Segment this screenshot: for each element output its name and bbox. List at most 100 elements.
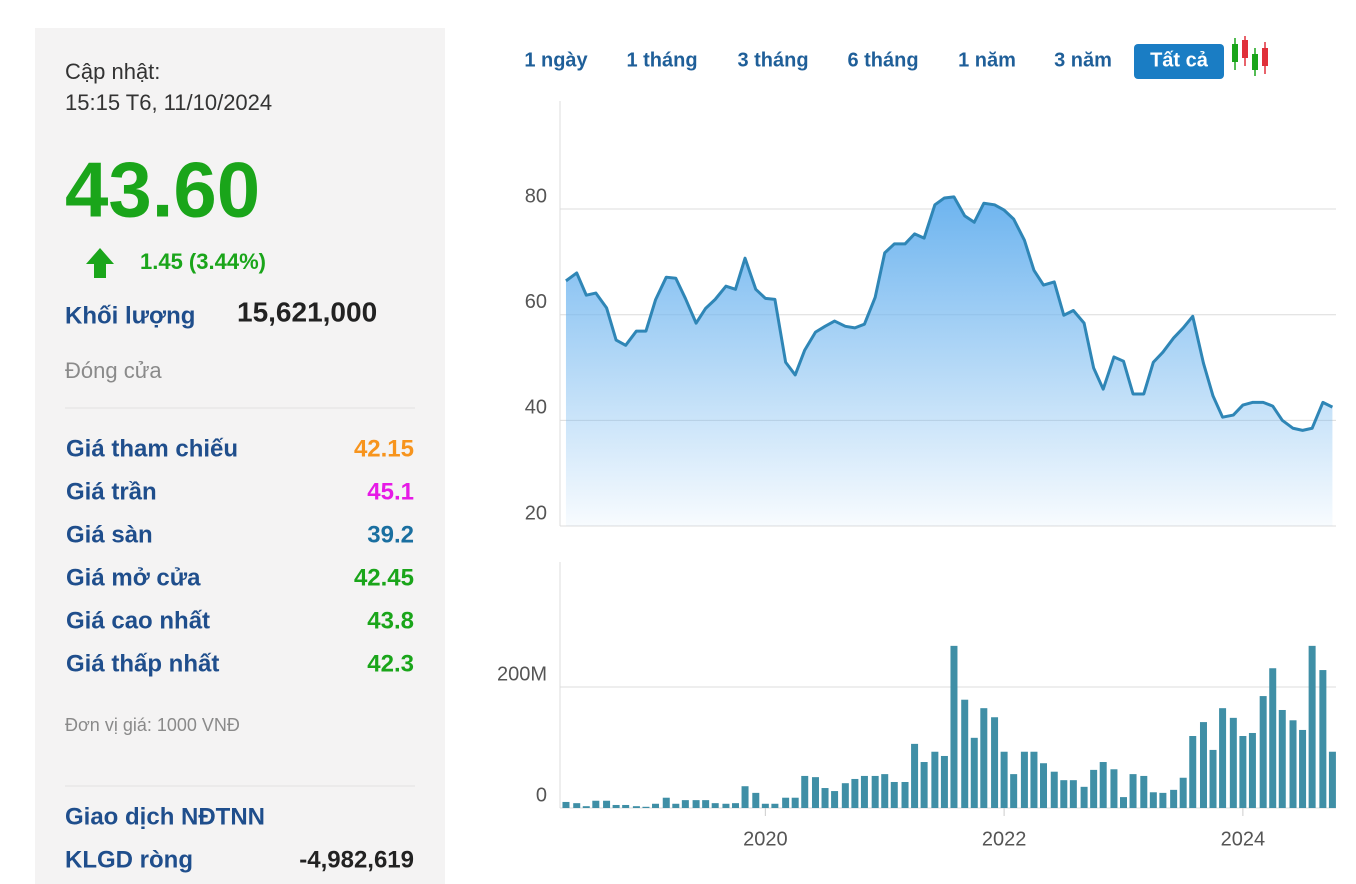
volume-bar	[711, 803, 719, 808]
volume-bar	[1040, 763, 1048, 808]
volume-bar	[920, 762, 928, 808]
volume-bar	[592, 800, 600, 808]
price: 43.60	[65, 146, 260, 234]
volume-bar	[1328, 751, 1336, 808]
volume-bar	[1170, 789, 1178, 808]
volume-bar	[652, 803, 660, 808]
volume-bar	[1229, 717, 1237, 808]
x-tick-label: 2022	[982, 828, 1027, 850]
volume-bar	[1099, 762, 1107, 808]
volume-bar	[801, 775, 809, 808]
active-tab-bg	[1134, 44, 1224, 79]
range-tab[interactable]: 1 năm	[958, 49, 1016, 71]
volume-bar	[940, 755, 948, 808]
volume-bar	[1149, 792, 1157, 808]
volume-bar	[1090, 769, 1098, 808]
volume-bar	[881, 774, 889, 808]
range-tab[interactable]: 1 ngày	[524, 49, 588, 71]
volume-bar	[950, 645, 958, 808]
candle-icon	[1232, 36, 1268, 76]
foreign-title: Giao dịch NĐTNN	[65, 803, 265, 830]
volume-label: Khối lượng	[65, 302, 195, 329]
volume-bar	[1010, 774, 1018, 808]
volume-bar	[722, 803, 730, 808]
volume-bar	[871, 775, 879, 808]
stat-value: 42.15	[354, 435, 414, 462]
volume-bar	[811, 777, 819, 808]
volume-bar	[1239, 736, 1247, 808]
stat-value: 42.45	[354, 564, 414, 591]
volume-bar	[1129, 774, 1137, 808]
y-tick-label: 200M	[497, 663, 547, 685]
volume-bar	[791, 797, 799, 808]
volume-bar	[970, 737, 978, 808]
stat-label: Giá mở cửa	[66, 564, 201, 591]
volume-bar	[1050, 771, 1058, 808]
volume-bar	[741, 786, 749, 808]
volume-bar	[1030, 751, 1038, 808]
volume-bar	[1289, 720, 1297, 808]
y-tick-label: 20	[525, 502, 547, 524]
update-time: 15:15 T6, 11/10/2024	[65, 90, 272, 115]
stat-value: 39.2	[367, 521, 414, 548]
range-tab[interactable]: 3 tháng	[737, 49, 808, 71]
volume-bar	[901, 781, 909, 808]
volume-bar	[582, 806, 590, 808]
volume-bar	[1269, 668, 1277, 808]
volume-bar	[692, 800, 700, 808]
volume-bar	[1199, 722, 1207, 808]
stat-label: Giá trần	[66, 478, 157, 505]
volume-bar	[1219, 708, 1227, 808]
status: Đóng cửa	[65, 358, 162, 383]
volume-bar	[1110, 769, 1118, 808]
volume-bar	[831, 791, 839, 808]
y-tick-label: 0	[536, 784, 547, 806]
volume-bar	[860, 775, 868, 808]
volume-bar	[702, 800, 710, 808]
volume-bar	[1209, 749, 1217, 808]
volume-bar	[662, 797, 670, 808]
volume-value: 15,621,000	[237, 296, 377, 327]
up-arrow	[86, 248, 114, 278]
volume-bar	[782, 797, 790, 808]
volume-bar	[632, 806, 640, 808]
range-tab[interactable]: 1 tháng	[626, 49, 697, 71]
price-change: 1.45 (3.44%)	[140, 249, 266, 274]
volume-bar	[991, 717, 999, 808]
stat-label: Giá cao nhất	[66, 607, 210, 634]
volume-bar	[1020, 751, 1028, 808]
y-tick-label: 80	[525, 185, 547, 207]
stat-label: Giá tham chiếu	[66, 435, 238, 462]
stat-label: Giá thấp nhất	[66, 650, 219, 677]
volume-bar	[603, 800, 611, 808]
x-tick-label: 2020	[743, 828, 788, 850]
y-tick-label: 40	[525, 397, 547, 419]
x-tick-label: 2024	[1221, 828, 1266, 850]
stat-label: Giá sàn	[66, 521, 153, 548]
volume-bar	[1259, 696, 1267, 808]
unit-note: Đơn vị giá: 1000 VNĐ	[65, 715, 240, 735]
volume-bar	[1189, 736, 1197, 808]
net-label: KLGD ròng	[65, 846, 193, 873]
range-tab[interactable]: Tất cả	[1150, 49, 1209, 71]
volume-bar	[1299, 729, 1307, 808]
info-panel	[35, 28, 445, 884]
volume-bar	[612, 804, 620, 808]
volume-bar	[681, 800, 689, 808]
volume-bar	[1308, 645, 1316, 808]
volume-bar	[1119, 797, 1127, 808]
volume-bar	[622, 804, 630, 808]
stat-value: 42.3	[367, 650, 414, 677]
range-tab[interactable]: 6 tháng	[847, 49, 918, 71]
volume-bar	[980, 708, 988, 808]
volume-bar	[731, 803, 739, 808]
volume-bar	[672, 803, 680, 808]
area-fill	[565, 196, 1333, 526]
price-line	[565, 195, 1334, 432]
volume-bar	[851, 778, 859, 808]
volume-bar	[1248, 732, 1256, 808]
volume-bar	[931, 751, 939, 808]
net-value: -4,982,619	[299, 846, 414, 873]
range-tab[interactable]: 3 năm	[1054, 49, 1112, 71]
